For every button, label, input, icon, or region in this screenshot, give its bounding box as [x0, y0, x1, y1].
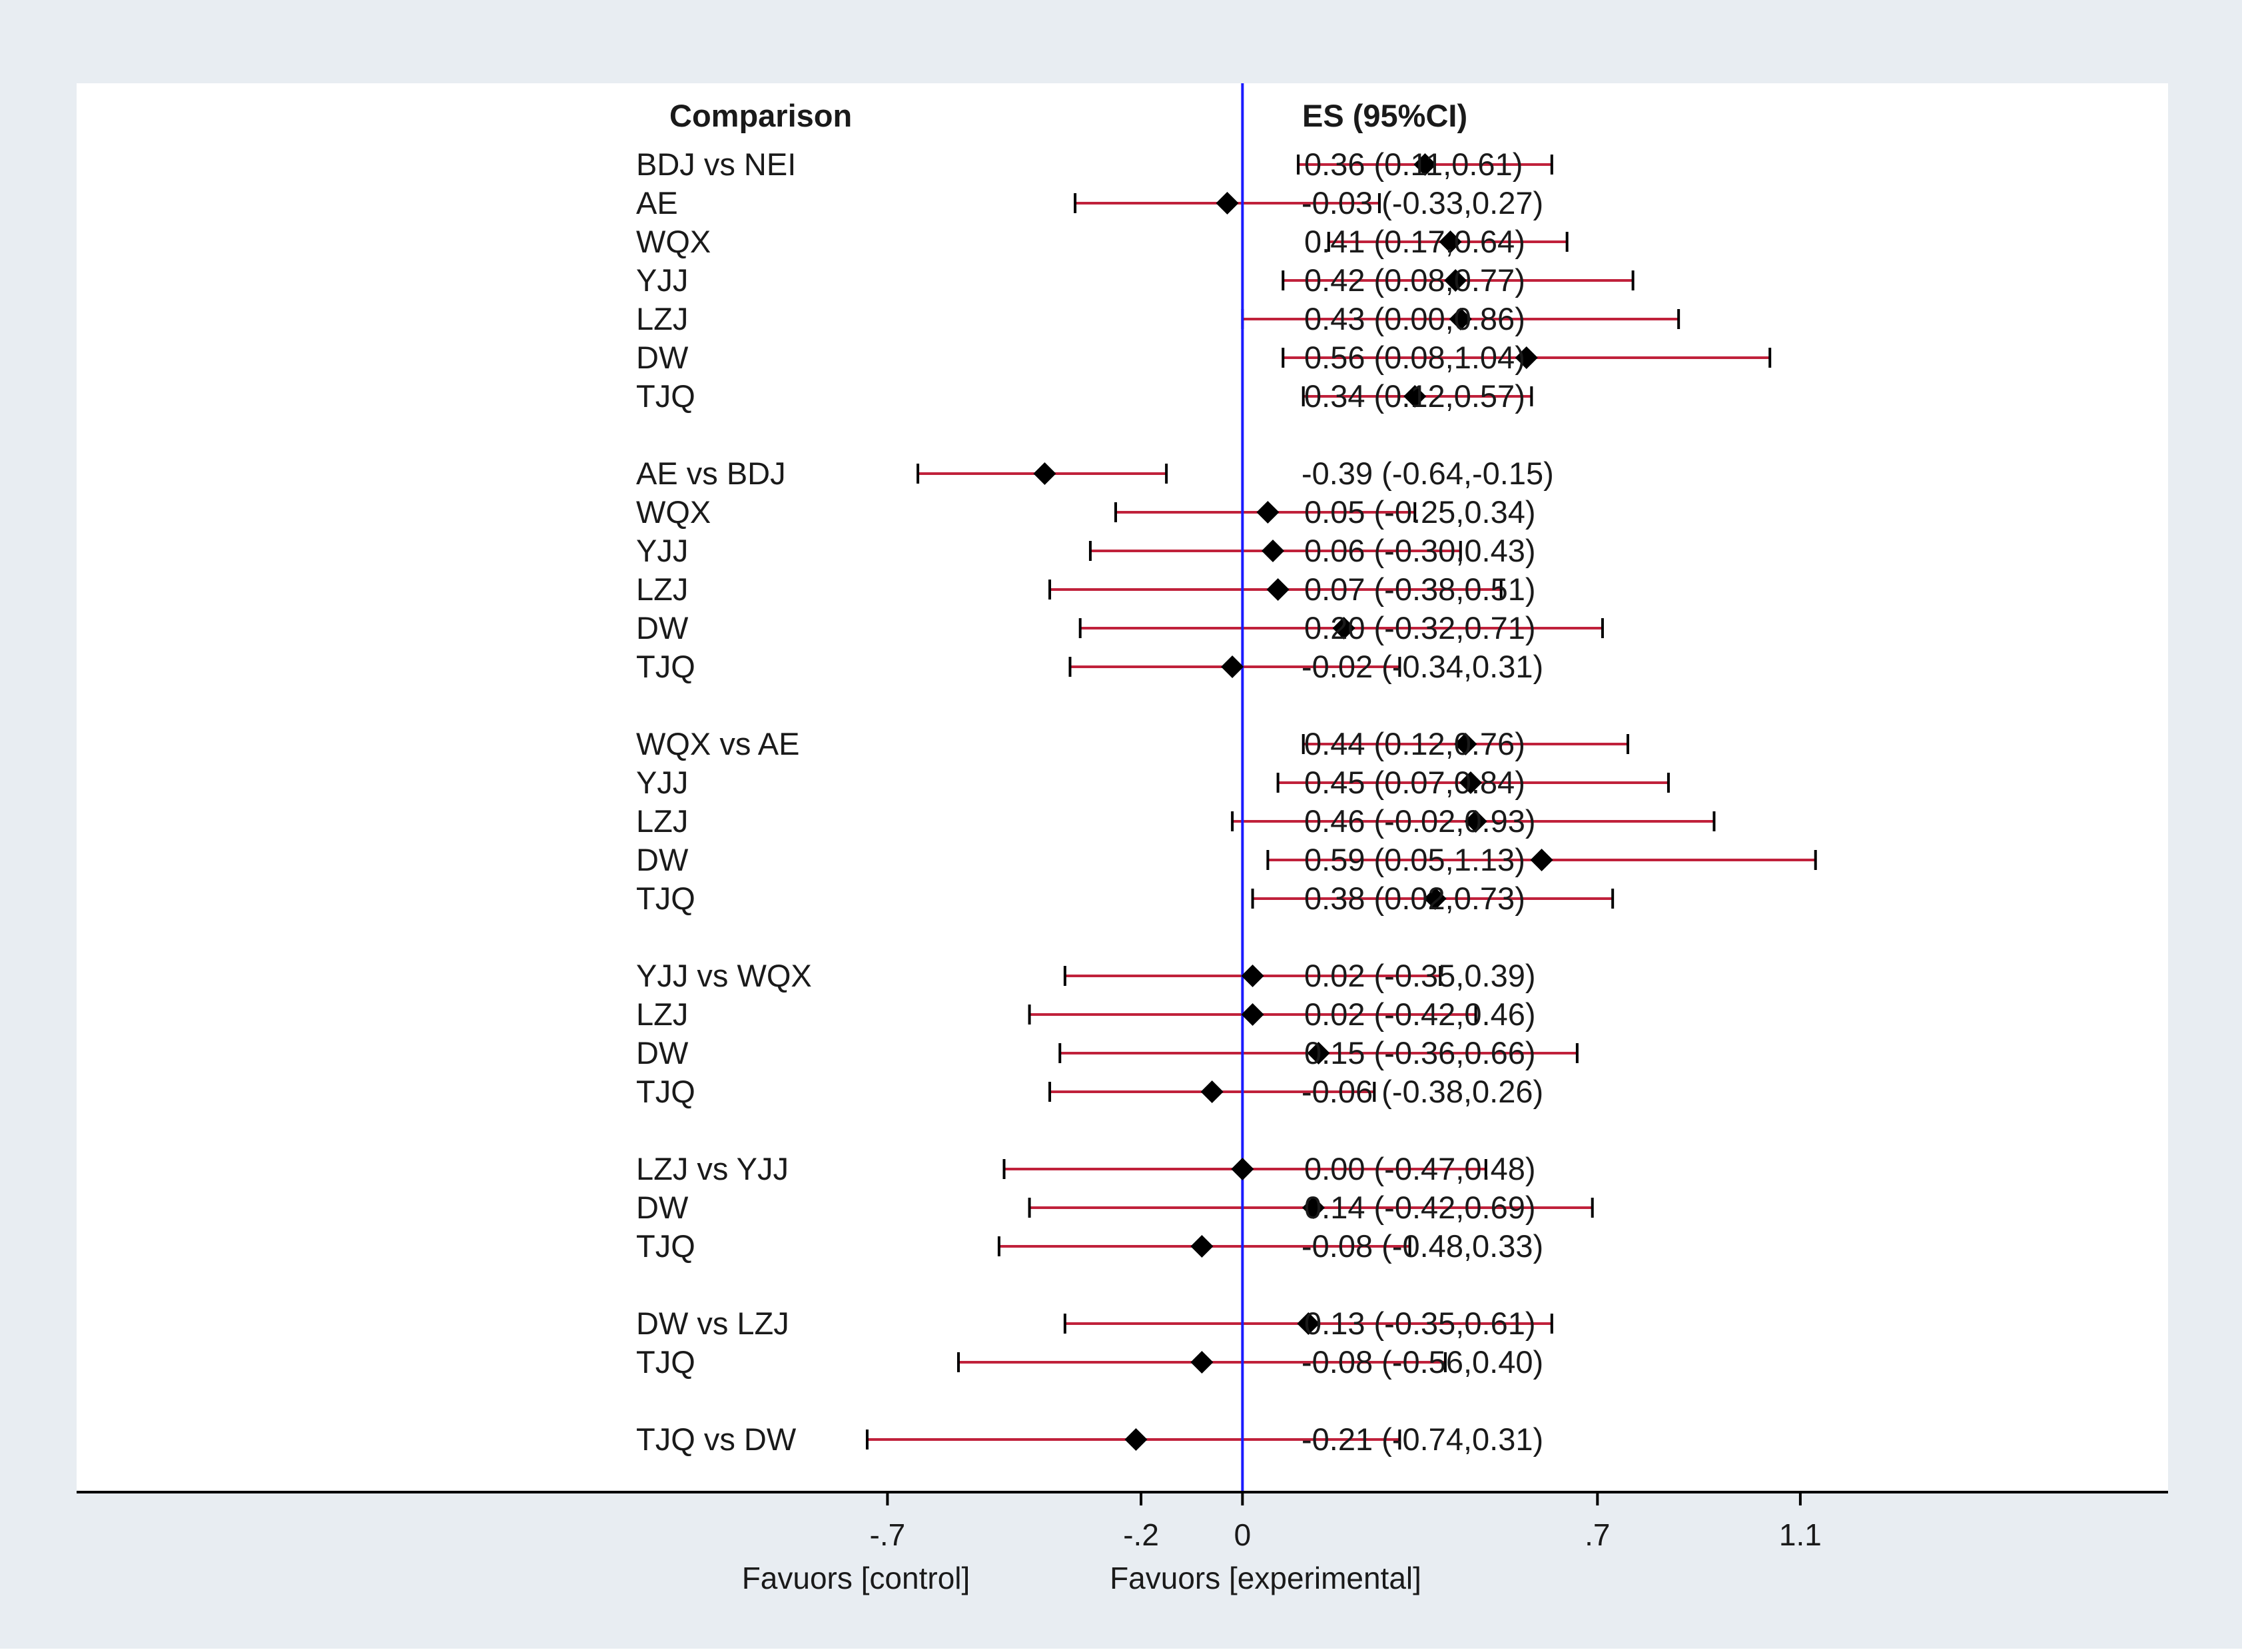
es-marker-g3-r3: [1200, 1080, 1224, 1103]
es-value-g3-r1: 0.02 (-0.42,0.46): [1304, 997, 1536, 1032]
es-marker-g0-r6: [1403, 385, 1427, 408]
es-marker-g1-r3: [1266, 578, 1290, 601]
es-value-g0-r3: 0.42 (0.08,0.77): [1304, 262, 1525, 298]
es-marker-g1-r1: [1256, 501, 1280, 524]
es-value-g2-r3: 0.59 (0.05,1.13): [1304, 842, 1525, 877]
es-value-g3-r2: 0.15 (-0.36,0.66): [1304, 1035, 1536, 1070]
es-marker-g0-r1: [1216, 192, 1239, 214]
row-label-g0-r1: AE: [636, 185, 678, 220]
row-label-g3-r3: TJQ: [636, 1074, 695, 1109]
es-value-g4-r0: 0.00 (-0.47,0.48): [1304, 1151, 1536, 1186]
es-value-g3-r0: 0.02 (-0.35,0.39): [1304, 958, 1536, 993]
es-value-g3-r3: -0.06 (-0.38,0.26): [1302, 1074, 1543, 1109]
es-value-g1-r2: 0.06 (-0.30,0.43): [1304, 533, 1536, 568]
x-tick-label-4: 1.1: [1779, 1517, 1822, 1552]
row-label-g1-r4: DW: [636, 610, 689, 645]
es-marker-g2-r3: [1530, 849, 1553, 871]
row-label-g5-r0: DW vs LZJ: [636, 1306, 789, 1341]
es-marker-g1-r4: [1332, 617, 1355, 639]
row-label-g4-r2: TJQ: [636, 1228, 695, 1264]
es-value-g5-r1: -0.08 (-0.56,0.40): [1302, 1344, 1543, 1380]
es-value-g1-r5: -0.02 (-0.34,0.31): [1302, 649, 1543, 684]
plot-background: [77, 83, 2168, 1492]
es-value-g2-r1: 0.45 (0.07,0.84): [1304, 765, 1525, 800]
x-tick-label-0: -.7: [870, 1517, 906, 1552]
row-label-g2-r1: YJJ: [636, 765, 688, 800]
x-tick-label-1: -.2: [1123, 1517, 1159, 1552]
es-marker-g4-r0: [1231, 1158, 1254, 1180]
row-label-g2-r0: WQX vs AE: [636, 726, 800, 761]
row-label-g0-r5: DW: [636, 340, 689, 375]
row-label-g4-r1: DW: [636, 1190, 689, 1225]
es-marker-g2-r0: [1454, 733, 1477, 755]
es-marker-g0-r5: [1515, 346, 1538, 369]
es-marker-g2-r4: [1423, 887, 1447, 910]
label-layer: Comparison ES (95%CI) Favuors [control] …: [636, 98, 1554, 1595]
row-label-g1-r0: AE vs BDJ: [636, 456, 786, 491]
es-value-g0-r5: 0.56 (0.08,1.04): [1304, 340, 1525, 375]
es-value-g0-r2: 0.41 (0.17,0.64): [1304, 224, 1525, 259]
comparison-header: Comparison: [669, 98, 852, 133]
es-marker-g6-r0: [1124, 1428, 1148, 1451]
row-label-g0-r0: BDJ vs NEI: [636, 147, 796, 182]
es-marker-g3-r1: [1241, 1003, 1264, 1026]
row-label-g0-r4: LZJ: [636, 301, 688, 336]
x-tick-label-2: 0: [1234, 1517, 1252, 1552]
marker-layer: [1033, 153, 1553, 1451]
row-label-g1-r1: WQX: [636, 494, 711, 530]
es-value-g1-r3: 0.07 (-0.38,0.51): [1304, 572, 1536, 607]
row-label-g2-r3: DW: [636, 842, 689, 877]
es-marker-g2-r1: [1459, 771, 1482, 794]
row-label-g2-r4: TJQ: [636, 881, 695, 916]
es-value-g0-r4: 0.43 (0.00,0.86): [1304, 301, 1525, 336]
es-header: ES (95%CI): [1302, 98, 1467, 133]
es-marker-g0-r3: [1444, 269, 1467, 292]
es-marker-g1-r2: [1262, 540, 1285, 562]
es-marker-g4-r2: [1190, 1235, 1214, 1258]
es-value-g1-r0: -0.39 (-0.64,-0.15): [1302, 456, 1554, 491]
x-axis-ticks: -.7 -.2 0 .7 1.1: [870, 1492, 1822, 1552]
row-label-g3-r1: LZJ: [636, 997, 688, 1032]
es-marker-g1-r0: [1033, 462, 1056, 485]
es-value-g1-r4: 0.20 (-0.32,0.71): [1304, 610, 1536, 645]
es-value-g2-r0: 0.44 (0.12,0.76): [1304, 726, 1525, 761]
es-value-g1-r1: 0.05 (-0.25,0.34): [1304, 494, 1536, 530]
row-label-g0-r2: WQX: [636, 224, 711, 259]
es-marker-g3-r0: [1241, 965, 1264, 987]
es-marker-g3-r2: [1307, 1042, 1330, 1064]
es-marker-g4-r1: [1302, 1196, 1325, 1219]
row-label-g0-r6: TJQ: [636, 378, 695, 414]
favours-experimental-note: Favuors [experimental]: [1110, 1561, 1421, 1595]
es-value-g4-r1: 0.14 (-0.42,0.69): [1304, 1190, 1536, 1225]
es-value-g0-r0: 0.36 (0.11,0.61): [1304, 147, 1523, 182]
row-label-g3-r0: YJJ vs WQX: [636, 958, 812, 993]
es-value-g0-r6: 0.34 (0.12,0.57): [1304, 378, 1525, 414]
es-marker-g5-r1: [1190, 1351, 1214, 1374]
es-marker-g2-r2: [1464, 810, 1487, 833]
row-label-g1-r2: YJJ: [636, 533, 688, 568]
es-value-g2-r2: 0.46 (-0.02,0.93): [1304, 803, 1536, 839]
favours-control-note: Favuors [control]: [742, 1561, 970, 1595]
es-value-g4-r2: -0.08 (-0.48,0.33): [1302, 1228, 1543, 1264]
es-value-g5-r0: 0.13 (-0.35,0.61): [1304, 1306, 1536, 1341]
es-marker-g0-r2: [1439, 230, 1462, 253]
row-label-g2-r2: LZJ: [636, 803, 688, 839]
es-marker-g1-r5: [1221, 655, 1244, 678]
es-marker-g5-r0: [1297, 1312, 1320, 1335]
row-label-g1-r5: TJQ: [636, 649, 695, 684]
row-label-g1-r3: LZJ: [636, 572, 688, 607]
row-label-g6-r0: TJQ vs DW: [636, 1422, 797, 1457]
row-label-g5-r1: TJQ: [636, 1344, 695, 1380]
es-value-g6-r0: -0.21 (-0.74,0.31): [1302, 1422, 1543, 1457]
es-marker-g0-r4: [1449, 308, 1472, 330]
es-value-g2-r4: 0.38 (0.02,0.73): [1304, 881, 1525, 916]
row-label-g4-r0: LZJ vs YJJ: [636, 1151, 789, 1186]
es-value-g0-r1: -0.03 (-0.33,0.27): [1302, 185, 1543, 220]
row-label-g0-r3: YJJ: [636, 262, 688, 298]
x-tick-label-3: .7: [1585, 1517, 1610, 1552]
row-label-g3-r2: DW: [636, 1035, 689, 1070]
es-marker-g0-r0: [1413, 153, 1437, 176]
